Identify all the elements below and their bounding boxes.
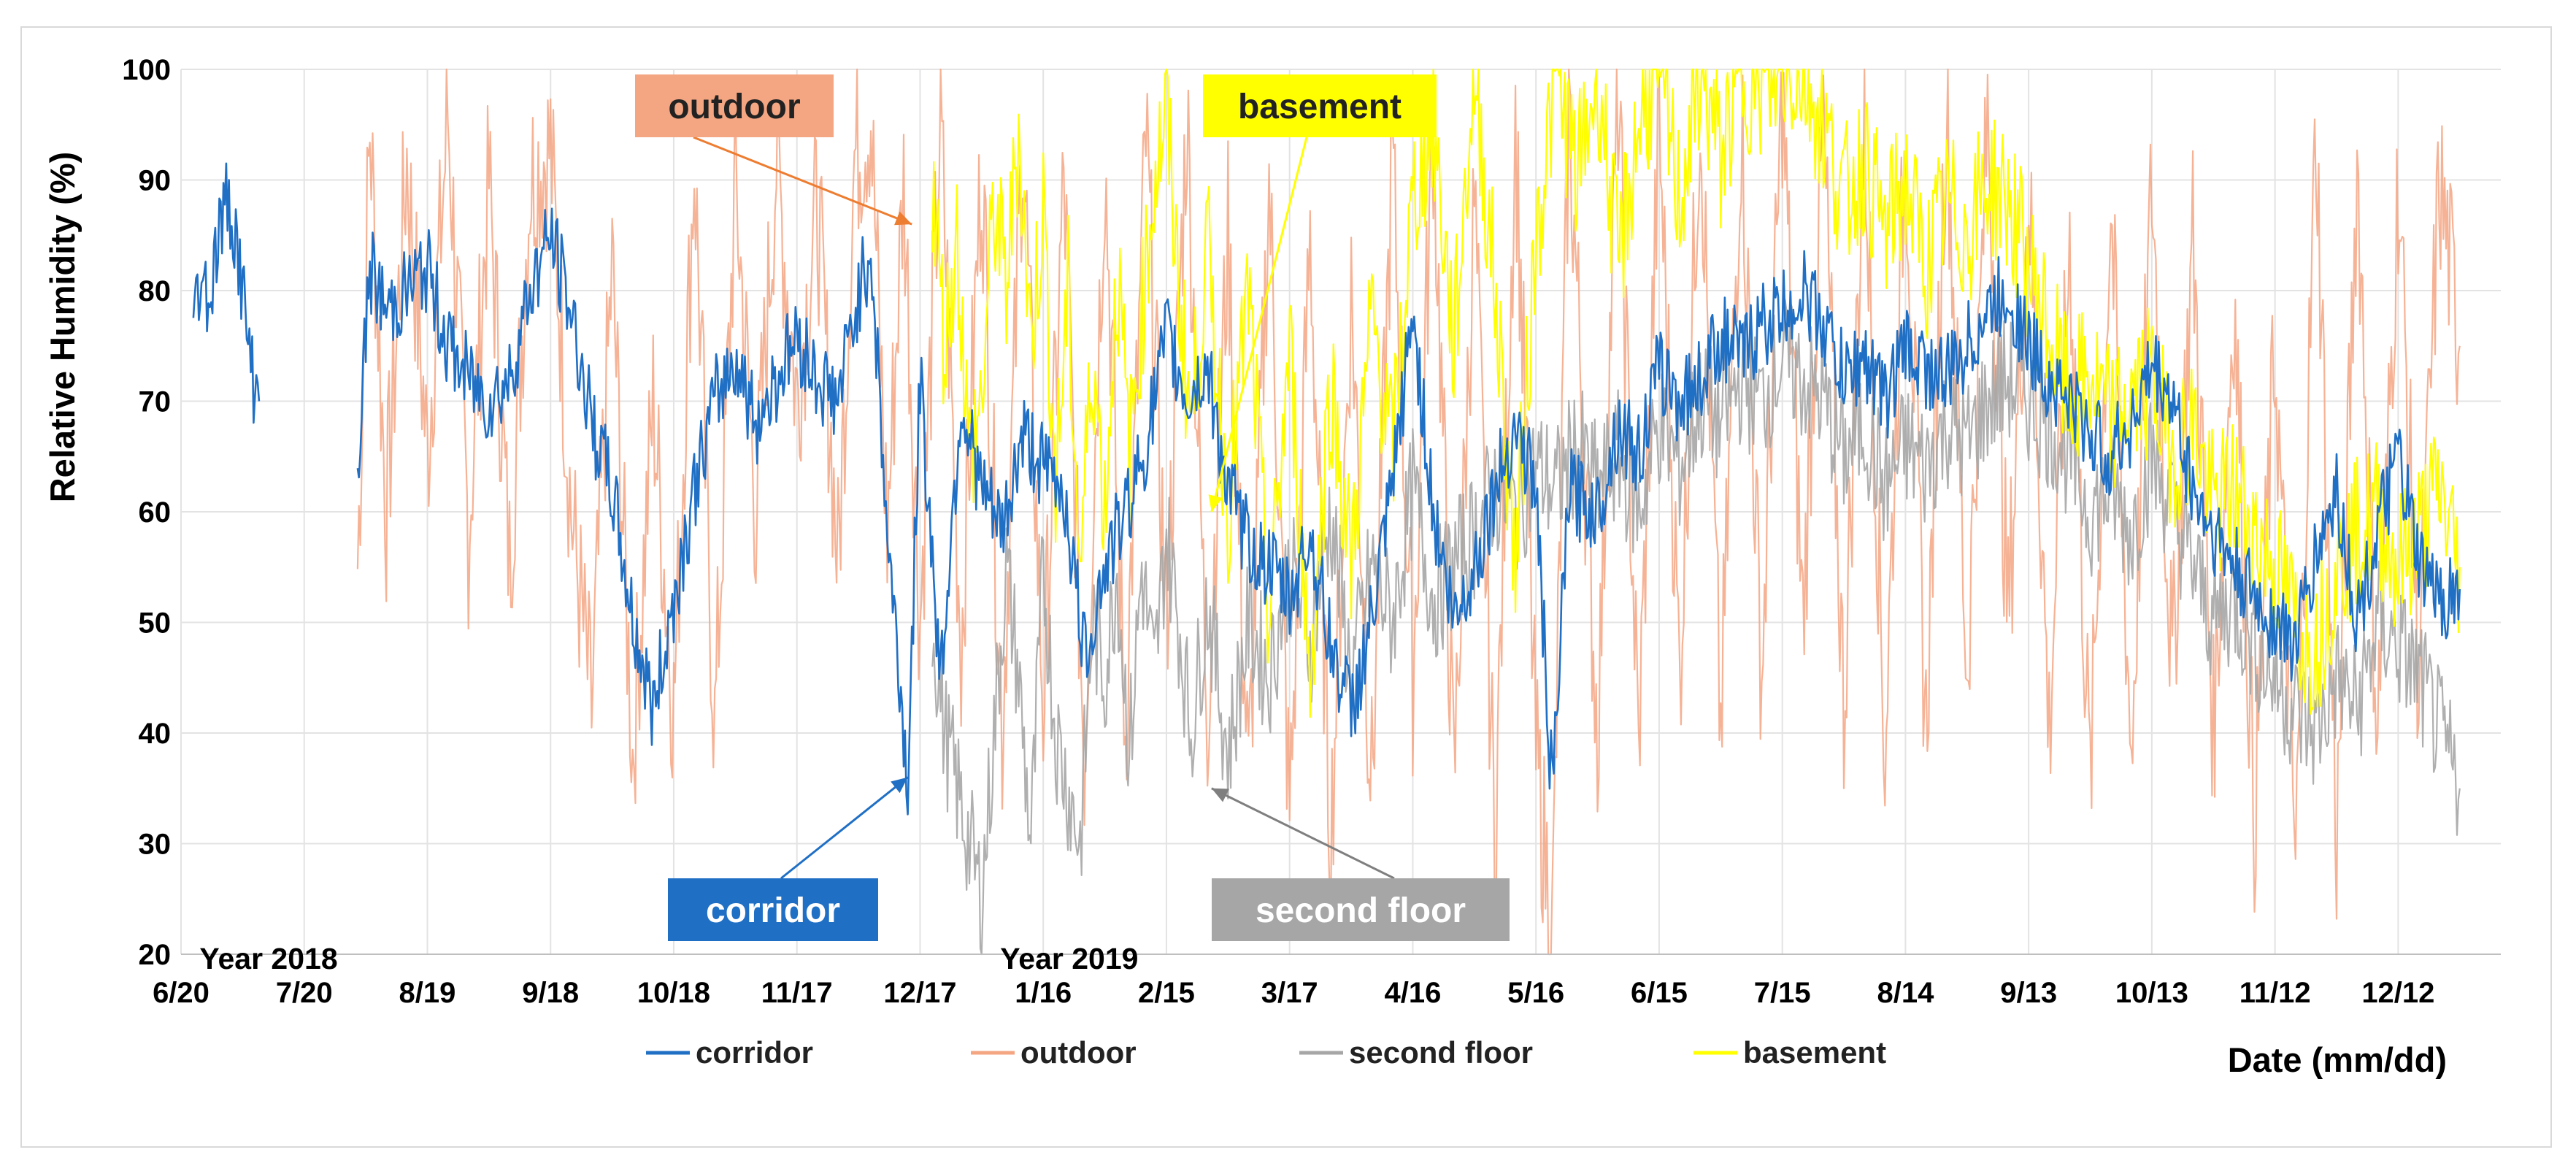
x-axis-title: Date (mm/dd) xyxy=(2228,1040,2447,1079)
legend: corridor outdoor second floor basement xyxy=(646,1035,1886,1070)
y-tick-label: 60 xyxy=(139,496,172,529)
y-tick-label: 40 xyxy=(139,718,172,750)
x-tick-label: 8/14 xyxy=(1877,977,1934,1009)
tick-labels: 20 30 40 50 60 70 80 90 100 6/20 7/20 8/19 9/18 10/18… xyxy=(122,54,2434,1009)
x-tick-label: 11/17 xyxy=(761,977,833,1009)
series-basement-line xyxy=(931,68,2461,718)
y-tick-label: 90 xyxy=(139,165,172,197)
x-tick-label: 12/17 xyxy=(883,977,956,1009)
y-axis-title: Relative Humidity (%) xyxy=(43,152,82,503)
legend-label: outdoor xyxy=(1020,1035,1137,1070)
x-tick-label: 6/20 xyxy=(153,977,209,1009)
y-tick-label: 70 xyxy=(139,386,172,418)
callout-corridor: corridor xyxy=(668,776,909,941)
callout-label: corridor xyxy=(706,891,840,930)
legend-item-corridor: corridor xyxy=(646,1035,813,1070)
callout-arrowhead xyxy=(894,211,912,226)
x-tick-label: 9/18 xyxy=(522,977,579,1009)
callout-outdoor: outdoor xyxy=(635,74,912,226)
callout-box xyxy=(1212,878,1510,941)
x-tick-label: 7/20 xyxy=(276,977,333,1009)
series-corridor-line xyxy=(356,207,2461,816)
y-tick-label: 80 xyxy=(139,275,172,307)
legend-item-second-floor: second floor xyxy=(1299,1035,1533,1070)
callout-arrowhead xyxy=(891,777,908,794)
y-tick-label: 20 xyxy=(139,939,172,971)
humidity-line-chart: 20 30 40 50 60 70 80 90 100 6/20 7/20 8/19 9/18 10/18… xyxy=(43,54,2501,1079)
x-tick-label: 2/15 xyxy=(1138,977,1195,1009)
callout-arrow xyxy=(1211,787,1395,880)
callout-label: second floor xyxy=(1256,891,1466,930)
callout-arrowhead xyxy=(1208,494,1223,512)
callout-box xyxy=(668,878,878,941)
callout-box xyxy=(635,74,834,137)
legend-label: corridor xyxy=(696,1035,813,1070)
x-tick-label: 6/15 xyxy=(1631,977,1688,1009)
x-tick-label: 9/13 xyxy=(2000,977,2057,1009)
series-second-floor-line xyxy=(931,299,2461,956)
callout-box xyxy=(1203,74,1437,137)
x-tick-label: 1/16 xyxy=(1015,977,1072,1009)
series-layer xyxy=(192,68,2461,956)
chart-frame: 20 30 40 50 60 70 80 90 100 6/20 7/20 8/19 9/18 10/18… xyxy=(20,26,2552,1148)
gridlines xyxy=(180,69,2501,954)
x-tick-label: 3/17 xyxy=(1261,977,1318,1009)
callout-label: basement xyxy=(1238,88,1402,126)
year-label: Year 2018 xyxy=(199,942,337,975)
callout-arrow xyxy=(1210,137,1308,513)
x-tick-label: 12/12 xyxy=(2361,977,2434,1009)
callout-arrow xyxy=(693,136,912,226)
legend-label: second floor xyxy=(1349,1035,1533,1070)
legend-item-outdoor: outdoor xyxy=(971,1035,1137,1070)
callout-arrow xyxy=(780,776,909,880)
x-tick-label: 10/13 xyxy=(2115,977,2188,1009)
callout-arrowhead xyxy=(1211,788,1229,802)
series-corridor-line xyxy=(192,162,261,424)
x-tick-label: 10/18 xyxy=(637,977,710,1009)
callout-basement: basement xyxy=(1203,74,1437,513)
callout-label: outdoor xyxy=(668,88,800,126)
legend-label: basement xyxy=(1743,1035,1886,1070)
y-tick-label: 100 xyxy=(122,54,171,86)
y-tick-label: 30 xyxy=(139,829,172,861)
x-tick-label: 4/16 xyxy=(1385,977,1442,1009)
x-tick-label: 7/15 xyxy=(1754,977,1811,1009)
series-outdoor-line xyxy=(356,68,2461,956)
y-tick-label: 50 xyxy=(139,607,172,640)
callout-second-floor: second floor xyxy=(1211,787,1510,941)
year-label: Year 2019 xyxy=(1000,942,1138,975)
x-tick-label: 5/16 xyxy=(1507,977,1564,1009)
legend-item-basement: basement xyxy=(1693,1035,1886,1070)
x-tick-label: 8/19 xyxy=(399,977,456,1009)
callouts: outdoor basement corridor second floor xyxy=(635,74,1510,941)
x-tick-label: 11/12 xyxy=(2239,977,2311,1009)
